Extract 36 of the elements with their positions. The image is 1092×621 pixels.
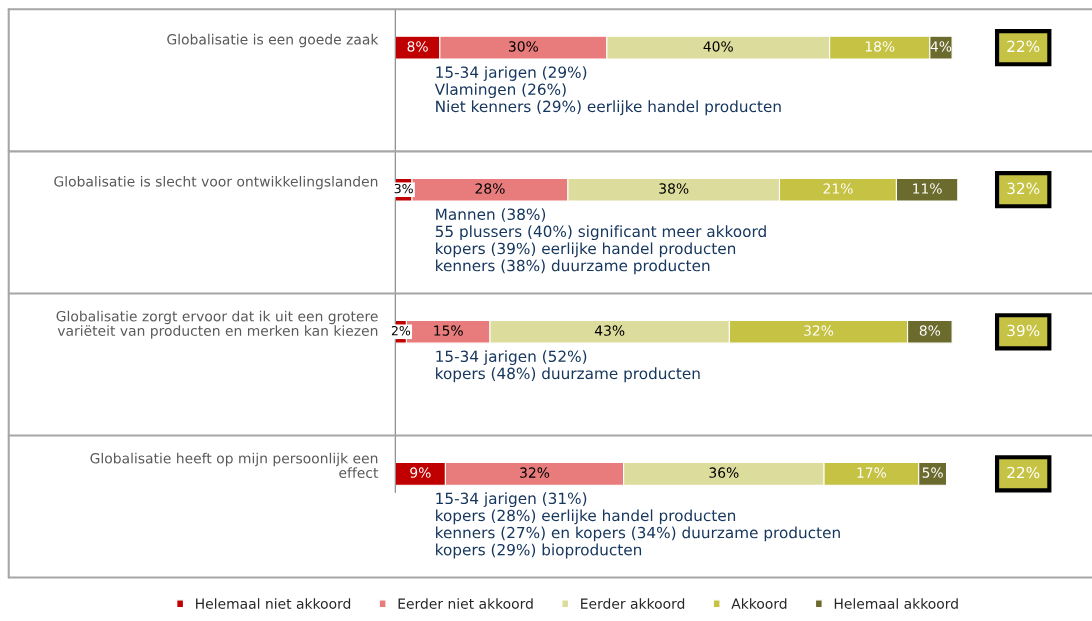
- annotation: 15-34 jarigen (29%) Vlamingen (26%) Niet kenners (29%) eerlijke handel producten: [434, 66, 781, 116]
- legend-label: Akkoord: [731, 598, 787, 609]
- annotation: Mannen (38%) 55 plussers (40%) significant meer akkoord kopers (39%) eerlijke handel producten kenners (38%) duurzame producten: [435, 208, 766, 275]
- legend-label: Eerder niet akkoord: [398, 598, 533, 609]
- y-tick-label: Globalisatie heeft op mijn persoonlijk een effect: [90, 452, 379, 479]
- data-label: 40%: [703, 41, 733, 52]
- annotation: 15-34 jarigen (52%) kopers (48%) duurzame producten: [436, 350, 700, 383]
- data-label: 15%: [434, 325, 463, 336]
- y-tick-label: Globalisatie is een goede zaak: [167, 33, 379, 48]
- data-label: 8%: [407, 41, 428, 52]
- annotation: 15-34 jarigen (31%) kopers (28%) eerlijke handel producten kenners (27%) en kopers (34%) duurzame producten kopers (29%) bioproducten: [436, 492, 840, 559]
- data-label: 30%: [508, 41, 539, 52]
- text: 22%: [1007, 40, 1040, 53]
- text: 32%: [1007, 182, 1040, 195]
- data-label: 32%: [520, 467, 550, 478]
- data-label: 21%: [823, 183, 853, 194]
- y-tick-label: Globalisatie zorgt ervoor dat ik uit een grotere variëteit van producten en merken kan kiezen: [56, 310, 378, 339]
- data-label: 36%: [709, 467, 739, 478]
- data-label: 9%: [410, 467, 431, 478]
- data-label: 5%: [922, 467, 943, 478]
- data-label: 43%: [594, 325, 625, 336]
- data-label: 17%: [857, 467, 887, 478]
- data-label: 11%: [913, 183, 942, 194]
- legend-label: Helemaal niet akkoord: [196, 598, 351, 609]
- data-label: 28%: [475, 183, 505, 194]
- data-label: 38%: [659, 183, 689, 194]
- data-label: 18%: [865, 41, 895, 52]
- text: 22%: [1007, 466, 1040, 479]
- data-label: 2%: [391, 325, 411, 336]
- text: 39%: [1007, 324, 1040, 337]
- data-label: 32%: [804, 325, 834, 336]
- data-label: 8%: [919, 325, 941, 336]
- data-label: 4%: [930, 41, 952, 52]
- legend-label: Helemaal akkoord: [834, 598, 958, 609]
- legend-label: Eerder akkoord: [581, 598, 685, 609]
- y-tick-label: Globalisatie is slecht voor ontwikkelingslanden: [54, 175, 378, 190]
